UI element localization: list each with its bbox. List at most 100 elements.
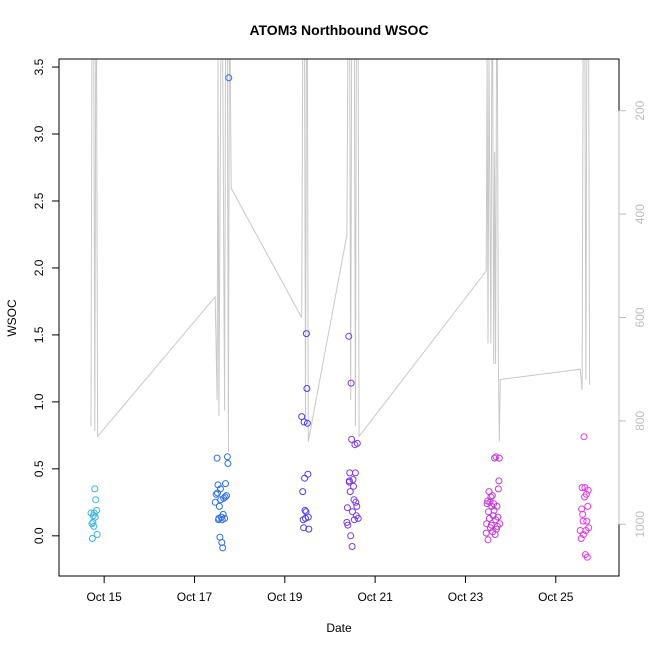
data-point-series-4 bbox=[351, 469, 359, 477]
data-point-series-3 bbox=[300, 524, 308, 532]
data-point-series-2 bbox=[224, 460, 232, 467]
data-point-series-4 bbox=[348, 543, 356, 550]
data-point-series-3 bbox=[304, 470, 312, 478]
data-point-series-1 bbox=[91, 513, 99, 521]
data-point-series-6 bbox=[584, 486, 592, 494]
data-point-series-4 bbox=[353, 502, 361, 510]
data-point-series-4 bbox=[345, 332, 353, 340]
right-tick-label: 200 bbox=[633, 100, 647, 120]
y-axis-right: 200 400 600 800 1000 bbox=[618, 100, 647, 538]
y-tick-label: 0.5 bbox=[32, 460, 46, 477]
right-tick-label: 400 bbox=[633, 204, 647, 224]
data-point-series-2 bbox=[218, 516, 226, 524]
altitude-line bbox=[90, 59, 591, 452]
data-point-series-4 bbox=[345, 477, 353, 485]
data-point-series-2 bbox=[223, 492, 230, 500]
x-tick-label: Oct 19 bbox=[267, 590, 303, 604]
data-point-series-4 bbox=[353, 439, 361, 447]
data-point-series-4 bbox=[354, 514, 362, 522]
data-point-series-4 bbox=[352, 498, 360, 506]
data-point-series-4 bbox=[343, 504, 351, 512]
data-point-series-3 bbox=[305, 525, 313, 533]
x-tick-label: Oct 15 bbox=[86, 590, 122, 604]
y-tick-label: 1.5 bbox=[32, 326, 46, 343]
x-axis: Oct 15 Oct 17 Oct 19 Oct 21 Oct 23 Oct 25 bbox=[86, 575, 574, 604]
data-point-series-3 bbox=[300, 418, 308, 426]
data-point-series-4 bbox=[346, 488, 354, 496]
right-tick-label: 600 bbox=[633, 307, 647, 327]
data-point-series-6 bbox=[583, 553, 591, 561]
data-point-series-5 bbox=[494, 485, 502, 493]
y-tick-label: 2.5 bbox=[32, 192, 46, 209]
data-point-series-4 bbox=[347, 532, 355, 540]
data-point-series-1 bbox=[90, 509, 98, 517]
data-point-series-2 bbox=[221, 493, 229, 501]
x-tick-label: Oct 23 bbox=[448, 590, 484, 604]
data-point-series-3 bbox=[303, 385, 311, 392]
data-point-series-2 bbox=[212, 490, 220, 498]
data-point-series-6 bbox=[583, 517, 591, 525]
data-point-series-4 bbox=[349, 476, 357, 484]
data-point-series-4 bbox=[346, 469, 354, 477]
data-point-series-5 bbox=[486, 498, 494, 506]
data-point-series-5 bbox=[492, 453, 500, 461]
y-tick-label: 2.0 bbox=[32, 259, 46, 276]
data-point-series-5 bbox=[494, 513, 502, 521]
data-point-series-2 bbox=[222, 480, 229, 488]
data-point-series-1 bbox=[91, 485, 99, 493]
data-point-series-6 bbox=[579, 510, 587, 518]
altitude-line-layer bbox=[90, 59, 591, 452]
data-point-series-5 bbox=[493, 502, 501, 510]
data-point-series-6 bbox=[585, 524, 593, 532]
data-point-series-5 bbox=[495, 454, 503, 462]
data-point-series-5 bbox=[487, 493, 495, 501]
y-axis-left: 0.0 0.5 1.0 1.5 2.0 2.5 3.0 3.5 bbox=[32, 58, 60, 544]
data-point-series-1 bbox=[93, 531, 101, 538]
data-point-series-5 bbox=[483, 520, 491, 528]
data-point-series-5 bbox=[484, 536, 492, 544]
data-point-series-5 bbox=[491, 454, 499, 462]
data-point-series-3 bbox=[303, 419, 311, 427]
x-tick-label: Oct 21 bbox=[357, 590, 393, 604]
y-tick-label: 1.0 bbox=[32, 393, 46, 410]
x-tick-label: Oct 17 bbox=[177, 590, 213, 604]
data-point-series-2 bbox=[215, 502, 223, 510]
data-point-series-2 bbox=[213, 454, 221, 462]
data-point-series-1 bbox=[90, 522, 98, 530]
data-point-series-4 bbox=[344, 521, 352, 529]
data-point-series-3 bbox=[301, 506, 309, 514]
data-point-series-6 bbox=[579, 517, 587, 525]
x-tick-label: Oct 25 bbox=[538, 590, 574, 604]
data-point-series-2 bbox=[214, 489, 221, 497]
data-point-series-4 bbox=[350, 482, 357, 490]
data-point-series-2 bbox=[216, 485, 224, 493]
x-axis-label: Date bbox=[326, 621, 352, 635]
right-tick-label: 1000 bbox=[633, 511, 647, 538]
data-point-series-6 bbox=[577, 535, 585, 542]
y-tick-label: 0.0 bbox=[32, 527, 46, 544]
data-point-series-1 bbox=[92, 496, 100, 504]
data-point-series-2 bbox=[223, 453, 231, 461]
data-point-series-6 bbox=[580, 433, 588, 441]
y-axis-label: WSOC bbox=[5, 299, 19, 337]
data-point-series-6 bbox=[578, 484, 586, 492]
data-point-series-4 bbox=[350, 516, 358, 524]
data-points-layer bbox=[87, 74, 593, 561]
data-point-series-3 bbox=[301, 474, 309, 482]
data-point-series-3 bbox=[304, 513, 312, 521]
data-point-series-6 bbox=[582, 490, 590, 498]
data-point-series-2 bbox=[219, 544, 227, 552]
data-point-series-5 bbox=[496, 520, 504, 528]
data-point-series-5 bbox=[488, 492, 496, 500]
data-point-series-6 bbox=[576, 527, 584, 534]
data-point-series-2 bbox=[219, 510, 227, 518]
data-point-series-5 bbox=[495, 477, 503, 485]
data-point-series-6 bbox=[584, 502, 592, 510]
data-point-series-3 bbox=[302, 330, 310, 338]
right-tick-label: 800 bbox=[633, 411, 647, 431]
data-point-series-1 bbox=[88, 535, 96, 542]
data-point-series-5 bbox=[482, 529, 490, 537]
y-tick-label: 3.5 bbox=[32, 58, 46, 75]
data-point-series-3 bbox=[299, 488, 307, 496]
